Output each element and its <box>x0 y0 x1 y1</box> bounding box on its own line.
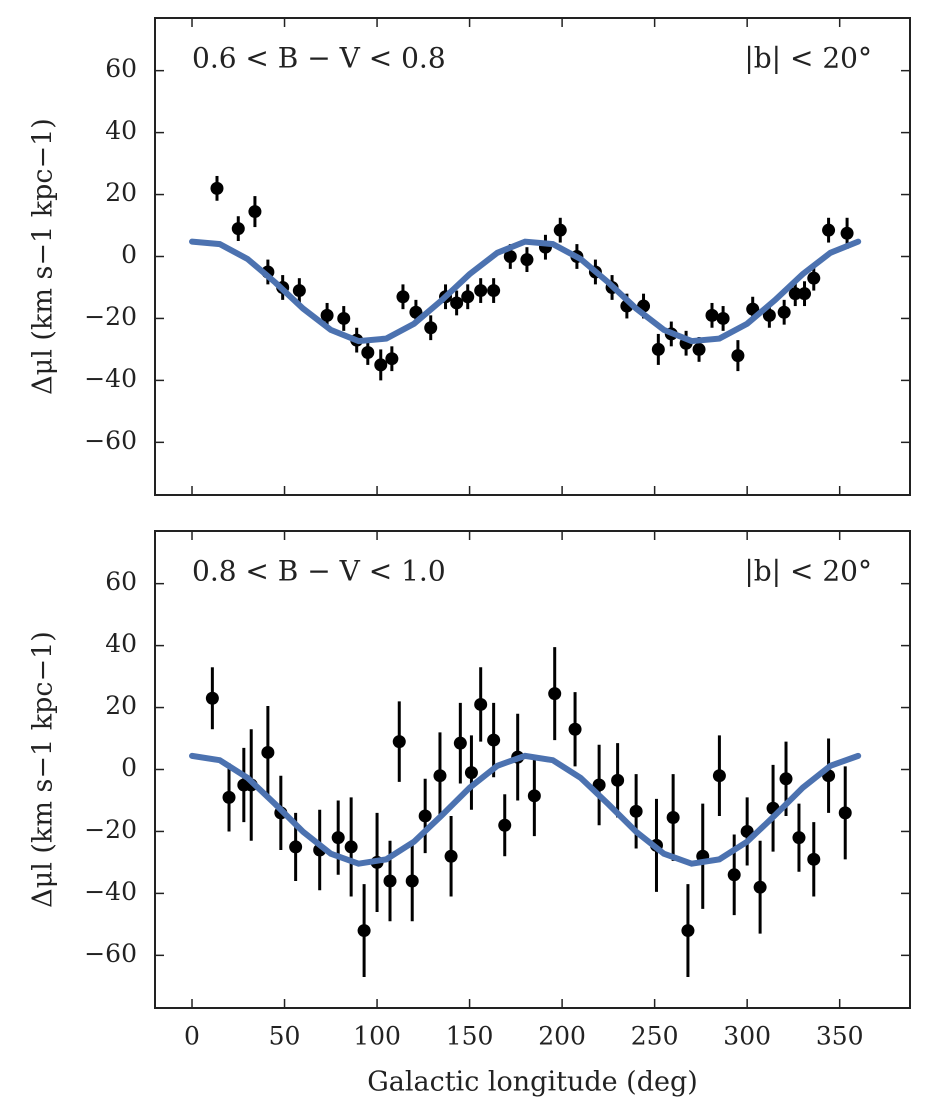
y-tick-label: 40 <box>105 629 137 658</box>
y-axis-label: Δμl (km s−1 kpc−1) <box>28 118 59 395</box>
y-tick-label: −40 <box>84 877 137 906</box>
data-point <box>289 840 303 854</box>
data-point <box>487 733 501 747</box>
data-point <box>357 924 371 938</box>
data-point <box>716 311 730 325</box>
x-tick-label: 100 <box>353 1022 401 1051</box>
data-point <box>705 308 719 322</box>
y-tick-label: 40 <box>105 116 137 145</box>
data-point <box>337 311 351 325</box>
y-tick-label: 60 <box>105 54 137 83</box>
data-point <box>498 818 512 832</box>
y-tick-label: 20 <box>105 691 137 720</box>
y-tick-label: −40 <box>84 364 137 393</box>
data-point <box>433 769 447 783</box>
data-point <box>762 308 776 322</box>
y-tick-label: −20 <box>84 815 137 844</box>
x-axis-label: Galactic longitude (deg) <box>367 1067 698 1098</box>
data-point <box>792 831 806 845</box>
x-tick-label: 0 <box>184 1022 200 1051</box>
data-point <box>361 346 375 360</box>
data-point <box>666 811 680 825</box>
data-point <box>450 296 464 310</box>
data-point <box>487 284 501 298</box>
plot-frame <box>154 17 911 496</box>
data-point <box>248 205 262 219</box>
data-point <box>292 284 306 298</box>
y-tick-label: −60 <box>84 939 137 968</box>
data-point <box>231 222 245 236</box>
data-point <box>464 766 478 780</box>
x-tick-label: 350 <box>816 1022 864 1051</box>
data-point <box>777 305 791 319</box>
data-point <box>731 349 745 363</box>
data-point <box>779 772 793 786</box>
data-point <box>788 287 802 301</box>
data-point <box>374 358 388 372</box>
data-point <box>405 874 419 888</box>
y-axis-label: Δμl (km s−1 kpc−1) <box>28 631 59 908</box>
annotation: 0.6 < B − V < 0.8 <box>192 42 446 75</box>
y-tick-label: 0 <box>121 240 137 269</box>
data-point <box>474 284 488 298</box>
data-point <box>503 250 517 263</box>
data-point <box>527 789 541 803</box>
data-point <box>210 181 224 195</box>
data-point <box>383 874 397 888</box>
model-curve <box>189 752 862 867</box>
data-point <box>385 352 399 366</box>
x-tick-label: 150 <box>446 1022 494 1051</box>
data-point <box>840 226 854 240</box>
data-point <box>681 924 695 938</box>
data-point <box>444 849 458 863</box>
y-tick-label: −60 <box>84 426 137 455</box>
annotation: 0.8 < B − V < 1.0 <box>192 555 446 588</box>
data-point <box>629 804 643 818</box>
data-point <box>727 868 741 882</box>
data-point <box>520 253 534 267</box>
x-tick-label: 300 <box>723 1022 771 1051</box>
data-point <box>418 809 432 823</box>
data-point <box>712 769 726 783</box>
data-point <box>453 736 467 750</box>
data-point <box>261 745 275 759</box>
x-tick-label: 50 <box>269 1022 301 1051</box>
y-tick-label: 60 <box>105 567 137 596</box>
data-point <box>205 691 219 705</box>
y-tick-label: 0 <box>121 753 137 782</box>
data-point <box>392 735 406 749</box>
data-point <box>331 831 345 845</box>
annotation: |b| < 20° <box>744 555 872 588</box>
model-curve <box>189 238 862 345</box>
data-point <box>753 880 767 894</box>
annotation: |b| < 20° <box>744 42 872 75</box>
data-point <box>611 773 625 787</box>
data-point <box>553 223 567 237</box>
y-tick-label: −20 <box>84 302 137 331</box>
data-point <box>222 790 236 804</box>
x-tick-label: 200 <box>538 1022 586 1051</box>
data-point <box>396 290 410 304</box>
data-point <box>424 321 438 335</box>
data-point <box>692 342 706 356</box>
data-point <box>461 290 475 304</box>
y-tick-label: 20 <box>105 178 137 207</box>
panel: −60 −40 −20 0 20 40 60 0.6 < B − V < 0.8 |b| < 2… <box>28 17 911 496</box>
data-point <box>798 287 812 301</box>
data-point <box>320 308 334 322</box>
data-point <box>807 852 821 866</box>
data-point <box>344 840 358 854</box>
data-point <box>822 223 836 237</box>
data-point <box>651 342 665 356</box>
plot-frame <box>154 530 911 1009</box>
data-point <box>807 271 821 285</box>
data-point <box>548 687 562 701</box>
data-point <box>568 722 582 736</box>
data-point <box>838 806 852 820</box>
panel: −60 −40 −20 0 20 40 60 0 50 100 150 200 250 300 350 0.8… <box>28 530 911 1098</box>
data-point <box>474 697 488 711</box>
x-tick-label: 250 <box>631 1022 679 1051</box>
